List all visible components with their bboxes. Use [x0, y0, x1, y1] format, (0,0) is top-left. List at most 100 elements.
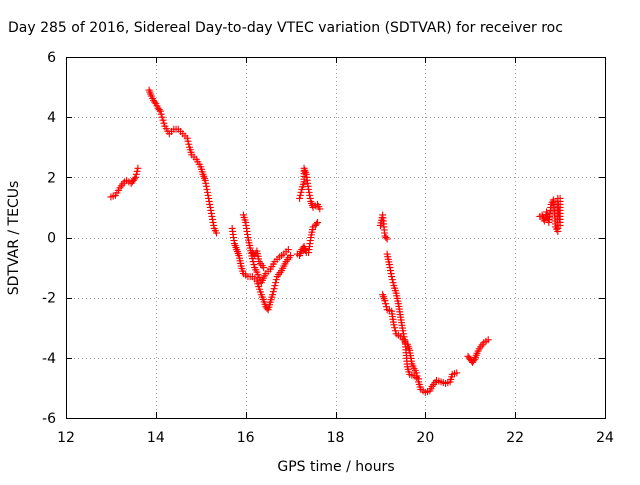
data-point: [296, 194, 304, 202]
data-point: [205, 197, 213, 205]
data-point: [202, 179, 210, 187]
data-point: [556, 194, 564, 202]
data-point: [387, 270, 395, 278]
y-tick-label: -4: [42, 351, 56, 367]
data-point: [130, 175, 138, 183]
data-point: [401, 336, 409, 344]
data-point: [159, 116, 167, 124]
data-point: [134, 164, 142, 172]
data-point: [272, 279, 280, 287]
data-point: [399, 327, 407, 335]
x-tick-label: 12: [57, 430, 75, 446]
data-point: [386, 264, 394, 272]
data-point: [381, 297, 389, 305]
y-axis-label: SDTVAR / TECUs: [6, 181, 22, 296]
data-point: [312, 220, 320, 228]
data-point: [157, 110, 165, 118]
data-point: [205, 194, 213, 202]
y-tick-label: 4: [47, 110, 56, 126]
data-point: [155, 106, 163, 114]
data-point: [387, 267, 395, 275]
grid-lines: [66, 57, 605, 418]
data-point: [202, 182, 210, 190]
data-point: [391, 324, 399, 332]
data-point: [269, 288, 277, 296]
data-point: [400, 333, 408, 341]
data-point: [185, 140, 193, 148]
data-point: [385, 261, 393, 269]
data-point: [306, 194, 314, 202]
data-point: [413, 372, 421, 380]
data-point: [203, 185, 211, 193]
data-point: [305, 188, 313, 196]
data-point: [133, 167, 141, 175]
data-point: [382, 234, 390, 241]
data-point: [206, 200, 214, 208]
data-point: [453, 369, 461, 377]
data-point: [399, 330, 407, 338]
data-point: [314, 218, 322, 226]
y-tick-label: 0: [47, 231, 56, 247]
data-point: [284, 246, 292, 254]
y-tick-label: -2: [42, 291, 56, 307]
data-point: [249, 258, 257, 266]
data-point: [160, 119, 168, 127]
data-point: [390, 321, 398, 329]
data-point: [272, 276, 280, 284]
data-point: [209, 215, 217, 223]
data-point: [388, 273, 396, 281]
x-tick-label: 22: [506, 430, 524, 446]
data-point: [391, 327, 399, 335]
data-point: [210, 221, 218, 229]
x-axis-label: GPS time / hours: [277, 459, 394, 475]
data-point: [383, 235, 391, 243]
data-point: [209, 218, 217, 226]
data-point: [207, 209, 215, 217]
y-tick-label: -6: [42, 411, 56, 427]
data-point: [484, 336, 492, 344]
data-point: [208, 212, 216, 220]
y-tick-labels: -6 -4 -2 0 2 4 6: [42, 50, 56, 427]
data-point: [184, 137, 192, 145]
data-point: [201, 176, 209, 184]
data-point: [132, 170, 140, 178]
y-tick-label: 2: [47, 170, 56, 186]
series-points: [107, 86, 564, 396]
data-point: [250, 261, 258, 269]
axis-ticks: [66, 57, 606, 419]
data-point: [151, 98, 159, 106]
data-point: [316, 205, 324, 213]
x-tick-labels: 12 14 16 18 20 22 24: [57, 430, 614, 446]
data-point: [382, 303, 390, 311]
data-point: [207, 206, 215, 214]
data-point: [212, 229, 220, 237]
data-point: [132, 173, 140, 181]
data-point: [540, 217, 548, 225]
data-point: [206, 203, 214, 211]
data-point: [270, 285, 278, 293]
data-point: [382, 300, 390, 308]
data-point: [414, 375, 422, 383]
data-point: [412, 369, 420, 377]
data-point: [306, 191, 314, 199]
data-point: [287, 252, 295, 260]
data-point: [388, 276, 396, 284]
data-point: [156, 107, 164, 115]
x-tick-label: 14: [147, 430, 165, 446]
chart-title: Day 285 of 2016, Sidereal Day-to-day VTE…: [8, 20, 563, 36]
data-point: [470, 357, 478, 365]
data-point: [203, 188, 211, 196]
data-point: [158, 113, 166, 121]
data-point: [183, 134, 191, 142]
data-point: [269, 291, 277, 299]
x-tick-label: 20: [416, 430, 434, 446]
x-tick-label: 18: [327, 430, 345, 446]
data-point: [204, 191, 212, 199]
data-point: [389, 279, 397, 287]
data-point: [260, 264, 268, 272]
data-point: [271, 282, 279, 290]
data-point: [296, 191, 304, 199]
x-tick-label: 24: [596, 430, 614, 446]
